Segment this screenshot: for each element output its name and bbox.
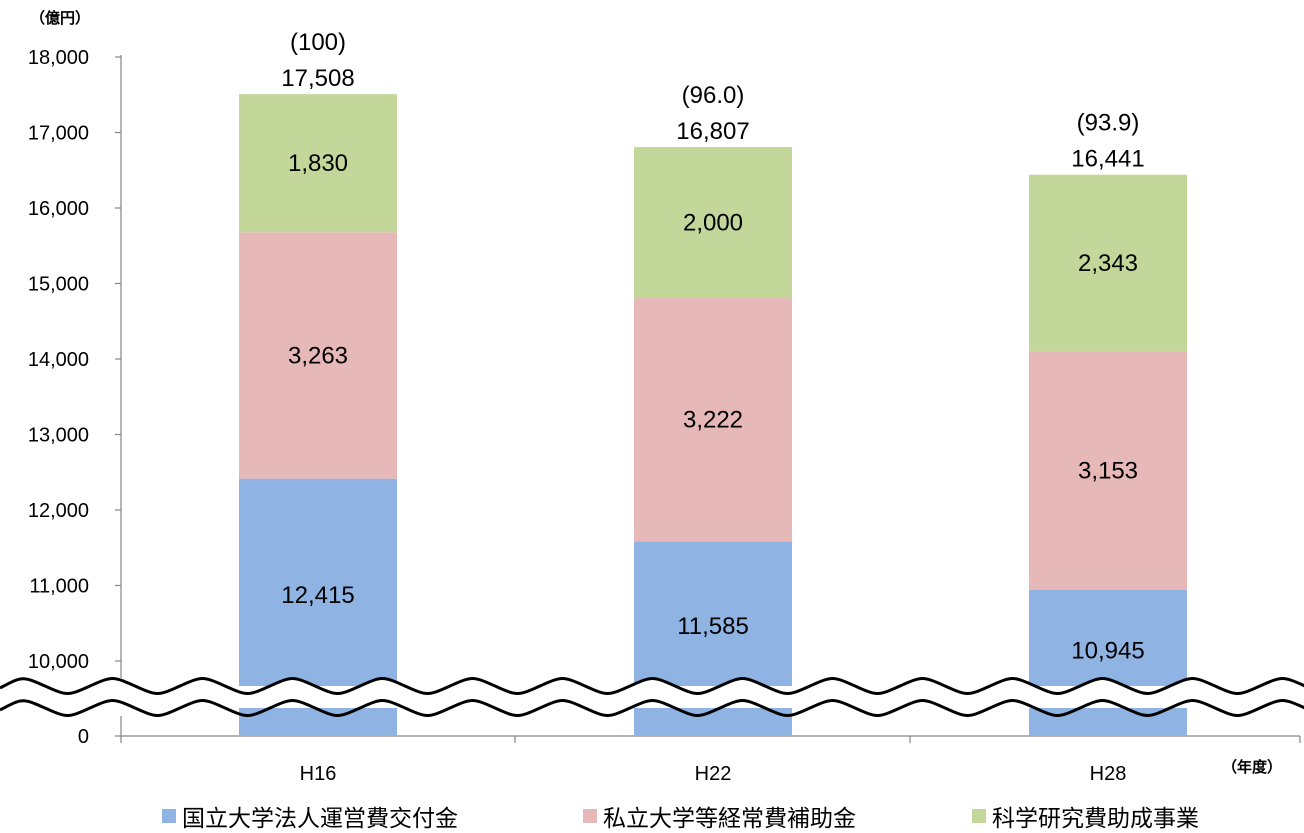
axis-break-fill: [0, 686, 1304, 708]
total-label: 16,441: [1071, 146, 1144, 173]
y-tick-label: 14,000: [28, 349, 89, 371]
data-label: 10,945: [1071, 637, 1144, 664]
legend-swatch: [583, 809, 597, 823]
data-label: 2,000: [683, 210, 743, 237]
data-label: 12,415: [281, 582, 354, 609]
y-tick-label: 12,000: [28, 500, 89, 522]
data-label: 3,222: [683, 407, 743, 434]
index-label: (96.0): [682, 82, 745, 109]
x-tick-label: H22: [695, 763, 732, 785]
x-unit-label: （年度）: [1222, 758, 1282, 776]
y-tick-label: 11,000: [29, 576, 89, 598]
bar-segment-H28-2: [1029, 351, 1187, 590]
y-unit-label: （億円）: [30, 9, 90, 27]
y-tick-label: 0: [78, 726, 89, 748]
data-label: 1,830: [288, 150, 348, 177]
legend-swatch: [162, 809, 176, 823]
bar-segment-H22-2: [634, 298, 792, 542]
bar-segment-H22-3: [634, 147, 792, 299]
y-tick-label: 17,000: [28, 123, 89, 145]
legend-swatch: [972, 809, 986, 823]
axis-break-line-upper: [0, 677, 1304, 695]
index-label: (100): [290, 29, 346, 56]
total-label: 17,508: [281, 65, 354, 92]
stacked-bar-chart: 0 10,000 11,000 12,000 13,000 14,000 15,000 16,…: [0, 9, 1304, 785]
legend-item-kakenhi: 科学研究費助成事業: [972, 800, 1199, 832]
y-tick-label: 18,000: [28, 47, 89, 69]
labels: 12,415 3,263 1,830 17,508 (100) 11,585 3,222 2,…: [281, 29, 1144, 664]
legend-label: 科学研究費助成事業: [992, 806, 1199, 832]
total-label: 16,807: [676, 118, 749, 145]
data-label: 3,263: [288, 342, 348, 369]
index-label: (93.9): [1077, 110, 1140, 137]
legend: 国立大学法人運営費交付金 私立大学等経常費補助金 科学研究費助成事業: [0, 800, 1304, 832]
x-tick-label: H16: [300, 763, 337, 785]
bar-segment-H28-3: [1029, 174, 1187, 352]
y-tick-label: 10,000: [28, 651, 89, 673]
y-tick-label: 13,000: [28, 425, 89, 447]
bar-segment-H16-2: [239, 232, 397, 479]
data-label: 3,153: [1078, 458, 1138, 485]
y-tick-label: 16,000: [28, 198, 89, 220]
y-tick-label: 15,000: [28, 274, 89, 296]
axis-break-line-lower: [0, 699, 1304, 717]
legend-item-private-university: 私立大学等経常費補助金: [583, 800, 856, 832]
bar-segment-H16-3: [239, 94, 397, 233]
legend-label: 私立大学等経常費補助金: [603, 806, 856, 832]
data-label: 11,585: [677, 613, 749, 640]
axis-break: [0, 677, 1304, 717]
data-label: 2,343: [1078, 250, 1138, 277]
x-tick-label: H28: [1090, 763, 1127, 785]
legend-item-national-university: 国立大学法人運営費交付金: [162, 800, 458, 832]
bars: [239, 94, 1187, 736]
legend-label: 国立大学法人運営費交付金: [182, 806, 458, 832]
